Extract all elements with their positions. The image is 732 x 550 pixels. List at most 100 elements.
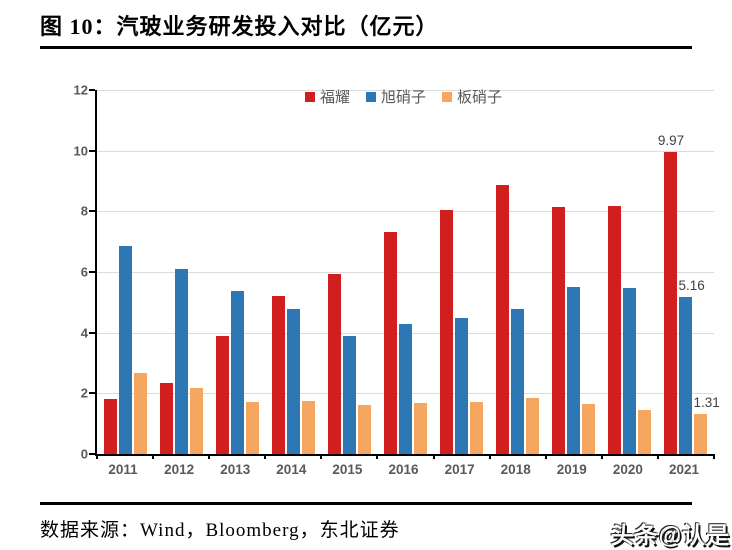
bar-板硝子-2017 [470,402,484,454]
bar-福耀-2018 [496,184,510,454]
legend-label: 旭硝子 [380,89,426,106]
x-axis-labels: 2011 2012 2013 2014 2015 2016 2017 2018 2019 2020… [95,462,712,477]
bar-group-2011 [97,90,153,454]
legend-item-旭硝子: 旭硝子 [365,86,426,107]
bar-旭硝子-2013 [230,290,244,454]
bar-旭硝子-2011 [118,245,132,454]
x-axis-label-2018: 2018 [500,462,531,477]
bar-板硝子-2019 [582,403,596,454]
bar-旭硝子-2016 [399,324,413,454]
x-axis-label-2012: 2012 [164,462,195,477]
legend-swatch-icon [304,91,315,102]
legend-swatch-icon [365,91,376,102]
bar-旭硝子-2012 [174,268,188,454]
footer-divider [40,502,692,505]
y-axis-tick [89,392,95,395]
x-axis-label-2015: 2015 [332,462,363,477]
bar-旭硝子-2017 [455,317,469,454]
bar-group-2020 [602,90,658,454]
bar-福耀-2013 [215,335,229,454]
legend-label: 福耀 [319,89,350,106]
x-axis-tick [656,454,659,459]
y-axis-tick-label: 6 [80,264,88,280]
bar-福耀-2021: 9.97 [658,133,684,454]
legend-swatch-icon [442,91,452,102]
bar-group-2021: 9.97 5.16 1.31 [658,90,720,454]
bar-旭硝子-2019 [567,287,581,454]
x-axis-label-2013: 2013 [220,462,251,477]
x-axis-label-2011: 2011 [108,462,138,477]
y-axis-labels: 0 2 4 6 8 10 12 [54,83,88,462]
legend-item-板硝子: 板硝子 [442,86,502,107]
bar-板硝子-2014 [301,400,315,454]
x-axis-label-2016: 2016 [388,462,419,477]
bar-福耀-2019 [552,207,566,454]
y-axis-tick [89,149,95,152]
x-axis-tick [544,454,547,459]
gridline [97,211,714,213]
title-divider [40,46,692,49]
bar-福耀-2016 [384,232,398,454]
y-axis-tick [89,453,95,455]
bar-板硝子-2018 [526,397,540,454]
y-axis-tick-label: 8 [80,203,88,219]
bar-福耀-2017 [440,209,454,454]
y-axis-tick [89,271,95,273]
bar-板硝子-2013 [245,402,259,454]
bar-板硝子-2012 [189,388,203,454]
bar-group-2018 [490,90,546,454]
x-axis-label-2019: 2019 [556,462,587,477]
bar-福耀-2014 [271,296,285,454]
bar-groups: 9.97 5.16 1.31 [97,90,720,454]
x-axis-label-2017: 2017 [444,462,475,477]
legend-label: 板硝子 [457,89,503,106]
x-axis-tick [432,454,435,459]
bar-旭硝子-2021: 5.16 [678,278,705,454]
y-axis-tick-label: 2 [80,385,88,401]
bar-板硝子-2016 [414,403,428,454]
x-axis-tick [713,454,715,459]
bar-group-2017 [434,90,490,454]
y-axis-tick-label: 10 [73,143,88,159]
bar-板硝子-2021: 1.31 [693,395,720,454]
x-axis-tick [320,454,323,459]
bar-板硝子-2011 [133,373,147,454]
gridline [97,272,714,273]
bar-group-2015 [321,90,377,454]
bar-福耀-2020 [608,206,622,454]
bar-旭硝子-2020 [623,287,637,454]
gridline [97,90,714,91]
plot-area: 0 2 4 6 8 10 12 9.97 5.16 1.31 [74,83,720,462]
data-label-旭硝子-2021: 5.16 [678,278,705,294]
y-axis-tick [89,331,95,334]
bar-旭硝子-2015 [342,335,356,454]
data-label-板硝子-2021: 1.31 [693,395,720,411]
x-axis-tick [208,454,211,459]
bar-福耀-2012 [159,382,173,454]
y-axis-tick-label: 4 [80,325,88,341]
x-axis-tick [488,454,491,459]
x-axis-tick [376,454,379,459]
legend-item-福耀: 福耀 [304,86,350,107]
x-axis-label-2020: 2020 [612,462,643,477]
y-axis-tick-label: 12 [73,82,88,98]
figure-title: 图 10：汽玻业务研发投入对比（亿元） [40,14,439,39]
bar-板硝子-2015 [357,404,371,454]
data-label-福耀-2021: 9.97 [657,132,685,148]
bar-group-2016 [377,90,433,454]
x-axis-tick [600,454,603,459]
watermark-text: 头条@认是 [610,522,730,548]
x-axis-tick [96,454,98,459]
x-axis-tick [264,454,267,459]
x-axis-label-2021: 2021 [668,462,699,477]
y-axis-tick [89,210,95,213]
bar-旭硝子-2018 [511,309,525,454]
gridline [97,150,714,152]
chart-legend: 福耀 旭硝子 板硝子 [95,86,712,107]
x-axis-tick [152,454,155,459]
bar-福耀-2011 [103,399,117,454]
y-axis-tick [89,89,95,91]
bar-group-2019 [546,90,602,454]
bar-group-2012 [153,90,209,454]
